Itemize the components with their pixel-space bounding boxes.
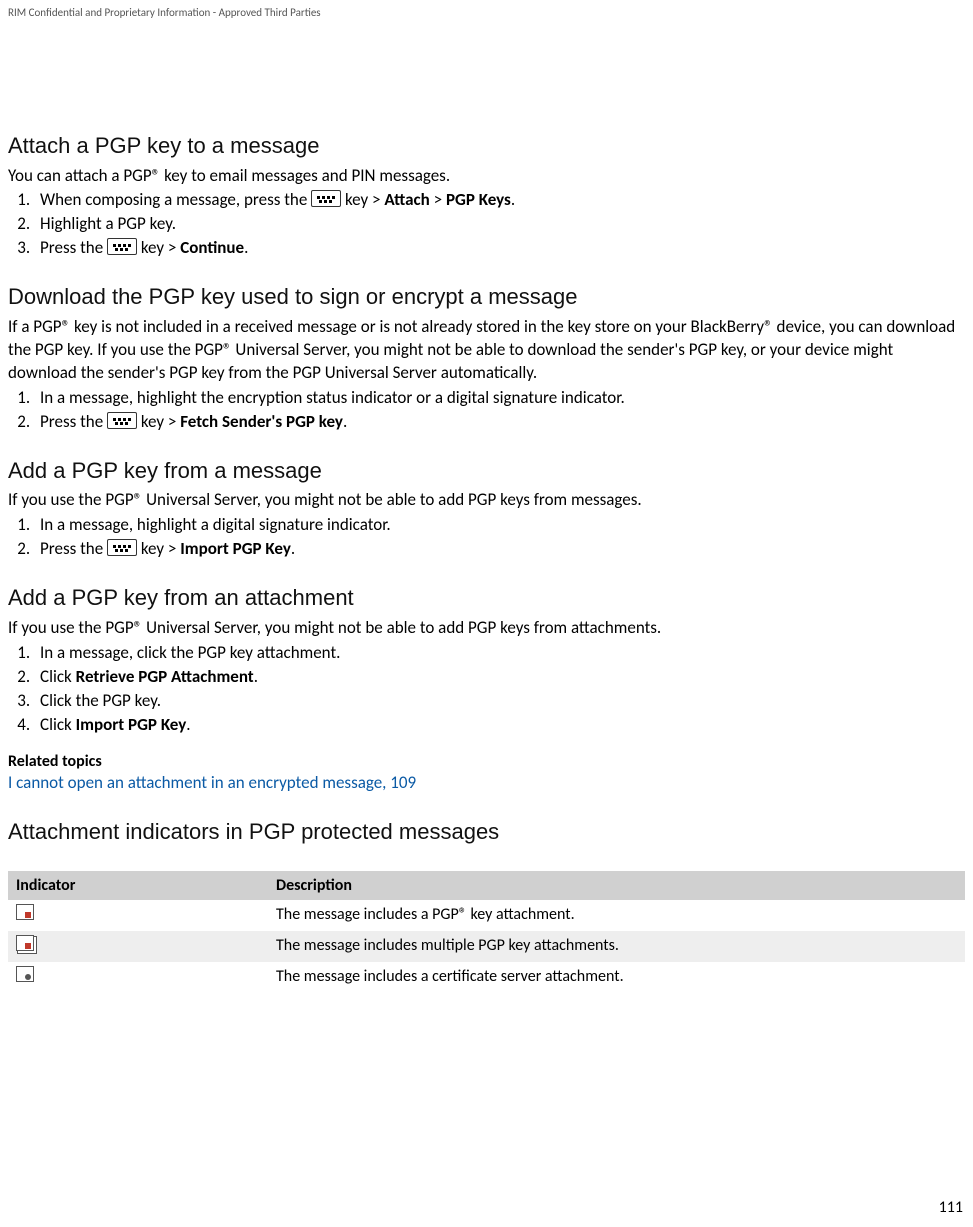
heading-download-pgp-key: Download the PGP key used to sign or enc… [8,282,965,312]
step-addmsg-1: In a message, highlight a digital signat… [34,514,965,537]
description-cell: The message includes multiple PGP key at… [268,931,965,962]
table-header-row: Indicator Description [8,871,965,901]
intro-attach: You can attach a PGP® key to email messa… [8,165,965,188]
step-text: key > [341,189,384,210]
end: . [186,714,190,735]
steps-addatt: In a message, click the PGP key attachme… [8,642,965,737]
related-link-cannot-open-attachment[interactable]: I cannot open an attachment in an encryp… [8,772,416,793]
steps-download: In a message, highlight the encryption s… [8,387,965,434]
bb-menu-key-icon [107,539,137,556]
step-addatt-2: Click Retrieve PGP Attachment. [34,666,965,689]
step-text: Press the [40,538,107,559]
heading-attachment-indicators: Attachment indicators in PGP protected m… [8,817,965,847]
step-addatt-1: In a message, click the PGP key attachme… [34,642,965,665]
certificate-server-attachment-icon [16,966,34,982]
description-cell: The message includes a PGP® key attachme… [268,900,965,931]
intro-addmsg: If you use the PGP® Universal Server, yo… [8,489,965,512]
step-text: Click [40,714,76,735]
bb-menu-key-icon [107,238,137,255]
steps-attach: When composing a message, press the key … [8,189,965,260]
menu-import-pgp-key: Import PGP Key [76,714,187,735]
end: . [254,666,258,687]
indicator-cell [8,900,268,931]
end: . [291,538,295,559]
heading-add-from-message: Add a PGP key from a message [8,456,965,486]
indicators-table: Indicator Description The message includ… [8,871,965,992]
step-attach-3: Press the key > Continue. [34,237,965,260]
col-description: Description [268,871,965,901]
step-text: Press the [40,237,107,258]
end: . [343,411,347,432]
step-download-1: In a message, highlight the encryption s… [34,387,965,410]
page-number: 111 [939,1197,963,1219]
pgp-key-attachment-icon [16,904,34,920]
step-addatt-3: Click the PGP key. [34,690,965,713]
header-confidential-note: RIM Confidential and Proprietary Informa… [8,6,965,21]
sep: > [430,189,446,210]
step-addatt-4: Click Import PGP Key. [34,714,965,737]
menu-continue: Continue [180,237,244,258]
multiple-pgp-key-attachments-icon [16,935,34,951]
heading-add-from-attachment: Add a PGP key from an attachment [8,583,965,613]
description-cell: The message includes a certificate serve… [268,962,965,993]
bb-menu-key-icon [107,412,137,429]
step-text: key > [137,411,180,432]
step-text: key > [137,538,180,559]
indicator-cell [8,962,268,993]
step-addmsg-2: Press the key > Import PGP Key. [34,538,965,561]
menu-pgp-keys: PGP Keys [446,189,511,210]
indicator-cell [8,931,268,962]
steps-addmsg: In a message, highlight a digital signat… [8,514,965,561]
intro-download: If a PGP® key is not included in a recei… [8,316,965,385]
end: . [511,189,515,210]
intro-addatt: If you use the PGP® Universal Server, yo… [8,617,965,640]
menu-fetch-sender-key: Fetch Sender's PGP key [180,411,343,432]
heading-attach-pgp-key: Attach a PGP key to a message [8,131,965,161]
step-download-2: Press the key > Fetch Sender's PGP key. [34,411,965,434]
step-attach-1: When composing a message, press the key … [34,189,965,212]
related-topics-heading: Related topics [8,751,965,773]
step-text: Press the [40,411,107,432]
table-row: The message includes a PGP® key attachme… [8,900,965,931]
step-attach-2: Highlight a PGP key. [34,213,965,236]
table-row: The message includes multiple PGP key at… [8,931,965,962]
end: . [244,237,248,258]
table-row: The message includes a certificate serve… [8,962,965,993]
step-text: When composing a message, press the [40,189,311,210]
menu-import-pgp-key: Import PGP Key [180,538,291,559]
menu-retrieve-pgp-attachment: Retrieve PGP Attachment [76,666,254,687]
menu-attach: Attach [384,189,429,210]
bb-menu-key-icon [311,190,341,207]
col-indicator: Indicator [8,871,268,901]
step-text: Click [40,666,76,687]
step-text: key > [137,237,180,258]
